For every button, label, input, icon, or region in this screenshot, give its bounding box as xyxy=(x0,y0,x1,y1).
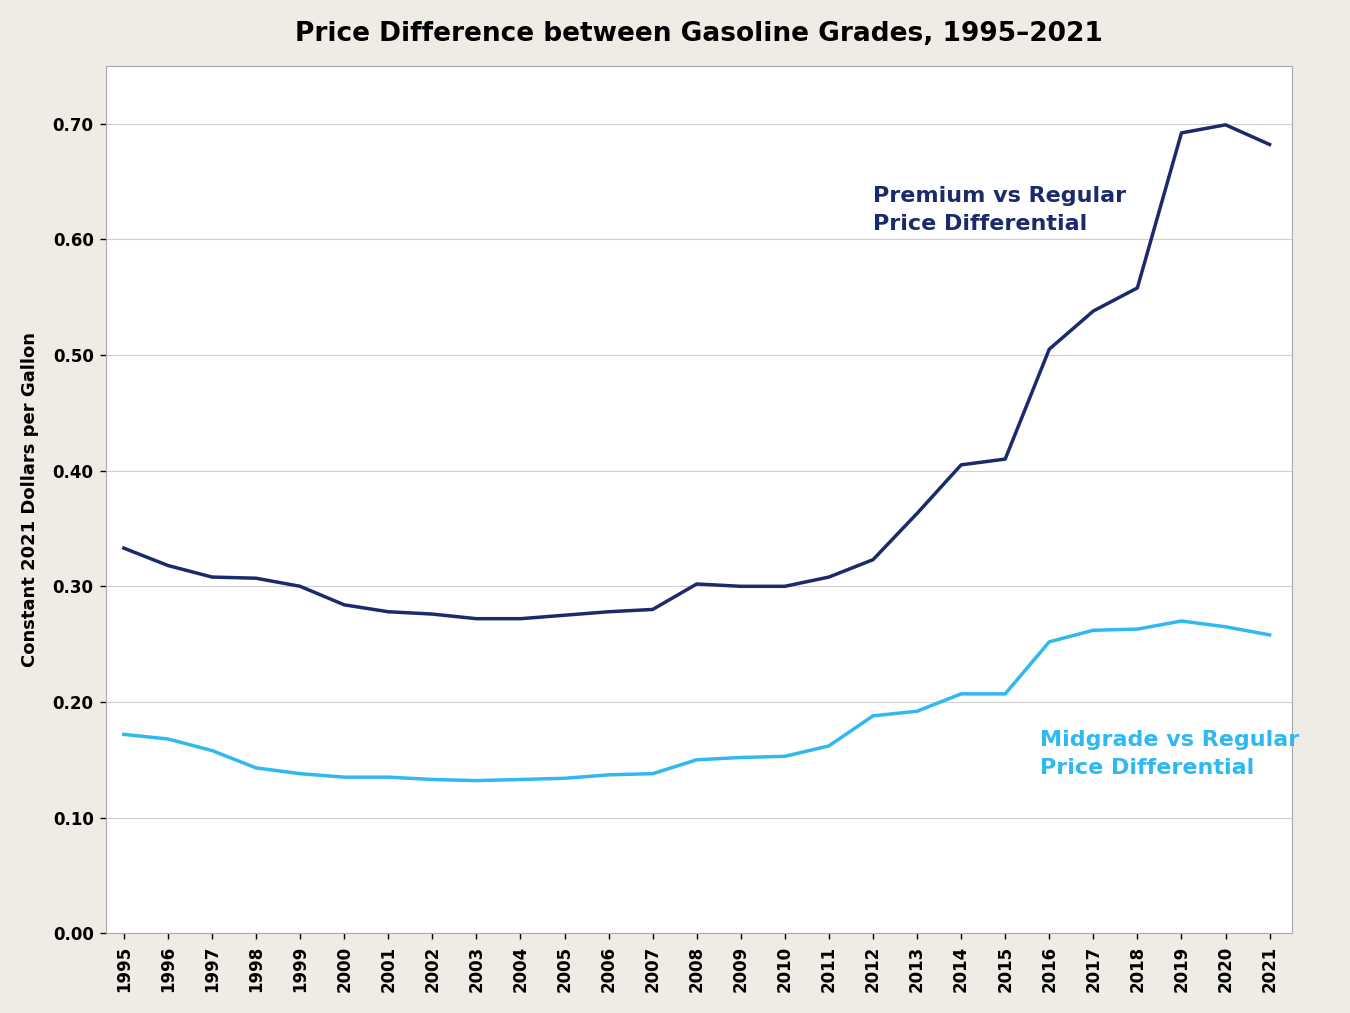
Title: Price Difference between Gasoline Grades, 1995–2021: Price Difference between Gasoline Grades… xyxy=(296,21,1103,47)
Y-axis label: Constant 2021 Dollars per Gallon: Constant 2021 Dollars per Gallon xyxy=(20,332,39,668)
Text: Midgrade vs Regular
Price Differential: Midgrade vs Regular Price Differential xyxy=(1041,730,1300,778)
Text: Premium vs Regular
Price Differential: Premium vs Regular Price Differential xyxy=(873,186,1126,234)
